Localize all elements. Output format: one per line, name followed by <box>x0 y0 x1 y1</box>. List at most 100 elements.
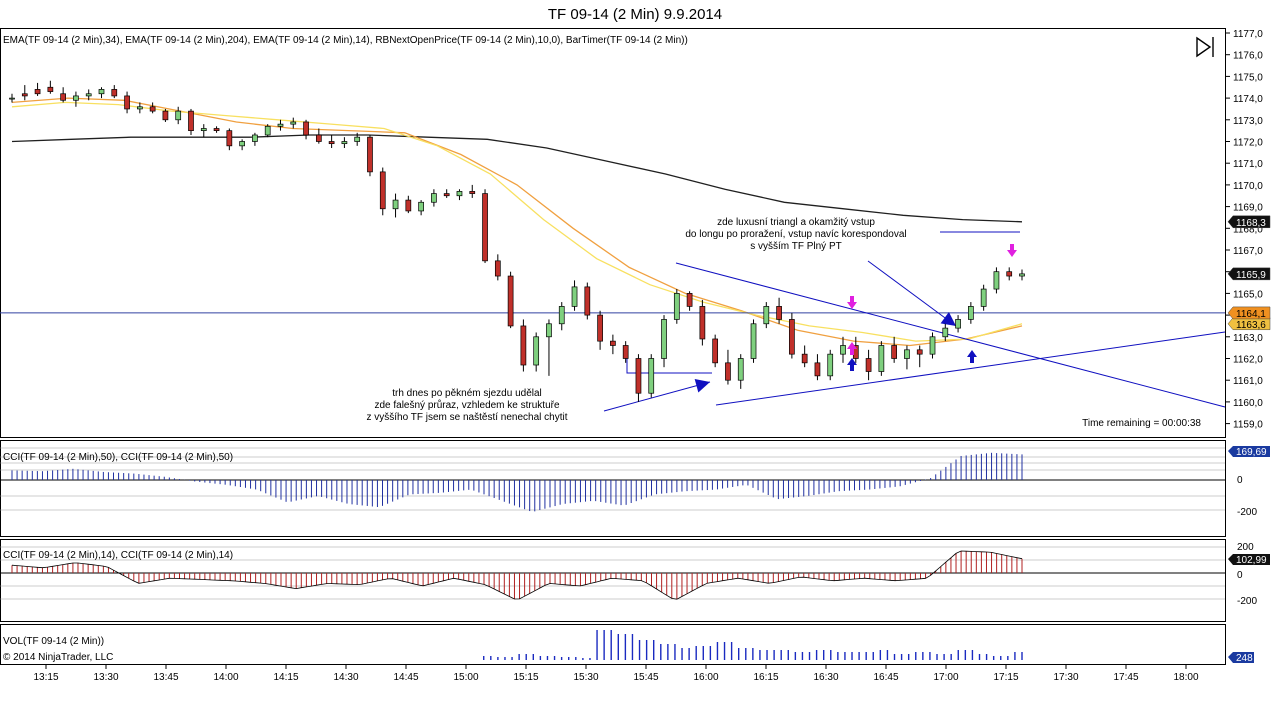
candle <box>418 201 424 212</box>
candle <box>367 136 373 173</box>
candlesticks <box>9 80 1025 402</box>
time-axis-label: 13:45 <box>153 672 178 683</box>
price-axis-label: 1171,0 <box>1233 159 1263 170</box>
candle <box>328 141 335 145</box>
candle <box>622 345 629 359</box>
time-axis-label: 13:30 <box>93 672 118 683</box>
cci50-axis-minus200: -200 <box>1237 507 1257 518</box>
ema204-marker <box>1227 215 1271 229</box>
candle <box>558 306 565 325</box>
time-axis-label: 13:15 <box>33 672 58 683</box>
candle <box>482 193 488 262</box>
play-to-end-icon[interactable] <box>1196 36 1214 58</box>
candle <box>341 141 348 145</box>
price-axis-label: 1162,0 <box>1233 355 1263 366</box>
candle <box>865 358 872 372</box>
candle <box>635 358 642 394</box>
candle <box>661 319 667 359</box>
annotation-bottom-line1: trh dnes po pěkném sjezdu udělal <box>392 388 542 399</box>
time-axis-label: 15:00 <box>453 672 478 683</box>
candle <box>840 345 846 355</box>
time-axis-label: 16:00 <box>693 672 718 683</box>
candle <box>303 121 309 136</box>
sell-signal-arrow <box>847 296 857 309</box>
candle <box>9 97 15 100</box>
candle <box>686 293 693 307</box>
volume-value: 248 <box>1236 653 1253 664</box>
candle <box>73 95 79 101</box>
candle <box>942 327 949 338</box>
volume-panel <box>0 624 1226 665</box>
ema-fast-marker <box>1227 317 1271 331</box>
annotation-top-line1: zde luxusní triangl a okamžitý vstup <box>717 217 875 228</box>
candle <box>239 141 245 147</box>
time-axis: 13:15 13:30 13:45 14:00 14:15 14:30 14:45 15:00… <box>33 665 1199 683</box>
candle <box>213 128 220 131</box>
candle <box>290 121 297 125</box>
price-axis-label: 1167,0 <box>1233 246 1263 257</box>
last-price-marker <box>1227 267 1271 281</box>
time-axis-label: 17:45 <box>1113 672 1138 683</box>
next-open-marker <box>1227 306 1271 320</box>
annotation-top-line3: s vyšším TF Plný PT <box>750 241 842 252</box>
time-axis-label: 14:30 <box>333 672 358 683</box>
candle <box>712 338 719 364</box>
time-axis-label: 15:15 <box>513 672 538 683</box>
price-axis-label: 1169,0 <box>1233 203 1263 214</box>
price-axis-label: 1175,0 <box>1233 72 1263 83</box>
annotation-top-line2: do longu po proražení, vstup navíc kores… <box>685 229 906 240</box>
candle <box>252 134 258 142</box>
ema204-marker-text: 1168,3 <box>1236 218 1266 229</box>
chart-title: TF 09-14 (2 Min) 9.9.2014 <box>548 6 722 23</box>
candle <box>379 171 386 210</box>
candle <box>226 130 233 147</box>
cci50-value: 169,69 <box>1236 447 1267 458</box>
candle <box>111 89 118 97</box>
time-axis-label: 15:45 <box>633 672 658 683</box>
candle <box>494 260 501 277</box>
time-axis-label: 14:15 <box>273 672 298 683</box>
price-axis-label: 1176,0 <box>1233 51 1263 62</box>
candle <box>827 353 834 377</box>
candle <box>993 271 1000 290</box>
candle <box>60 93 66 101</box>
candle <box>533 336 540 366</box>
candle <box>891 345 898 359</box>
price-axis-label: 1177,0 <box>1233 29 1263 40</box>
time-axis-label: 16:30 <box>813 672 838 683</box>
candle <box>980 288 987 307</box>
ema-fast-marker-text: 1163,6 <box>1236 320 1266 331</box>
price-axis-label: 1161,0 <box>1233 376 1263 387</box>
candle <box>21 93 28 97</box>
price-axis-label: 1172,0 <box>1233 138 1263 149</box>
price-axis-label: 1163,0 <box>1233 333 1263 344</box>
candle <box>916 349 923 355</box>
indicators-label: EMA(TF 09-14 (2 Min),34), EMA(TF 09-14 (… <box>3 35 688 46</box>
sell-signal-arrow <box>1007 244 1017 257</box>
candle <box>200 128 207 131</box>
candle <box>546 323 552 338</box>
candle <box>136 106 143 110</box>
triangle-upper-line <box>675 262 1226 408</box>
candle <box>175 110 182 121</box>
price-axis: 1177,0 1176,0 1175,0 1174,0 1173,0 1172,0 1171… <box>1225 29 1263 431</box>
candle <box>1019 273 1025 277</box>
copyright: © 2014 NinjaTrader, LLC <box>3 652 113 663</box>
cci50-label: CCI(TF 09-14 (2 Min),50), CCI(TF 09-14 (… <box>3 452 233 463</box>
candle <box>763 306 770 325</box>
candle <box>124 95 130 110</box>
cci14-line <box>11 550 1023 600</box>
cci14-panel <box>0 539 1226 622</box>
candle <box>789 319 795 355</box>
time-axis-label: 14:00 <box>213 672 238 683</box>
candle <box>34 89 41 95</box>
candle <box>610 340 616 346</box>
annotation-bottom-line2: zde falešný průraz, vzhledem ke struktuř… <box>374 399 560 411</box>
candle <box>149 106 156 112</box>
annotation-bottom-line3: z vyššího TF jsem se naštěstí nenechal c… <box>366 412 567 423</box>
candle <box>188 110 194 132</box>
candle <box>968 306 974 320</box>
candle <box>47 86 54 92</box>
time-remaining: Time remaining = 00:00:38 <box>1082 418 1201 429</box>
